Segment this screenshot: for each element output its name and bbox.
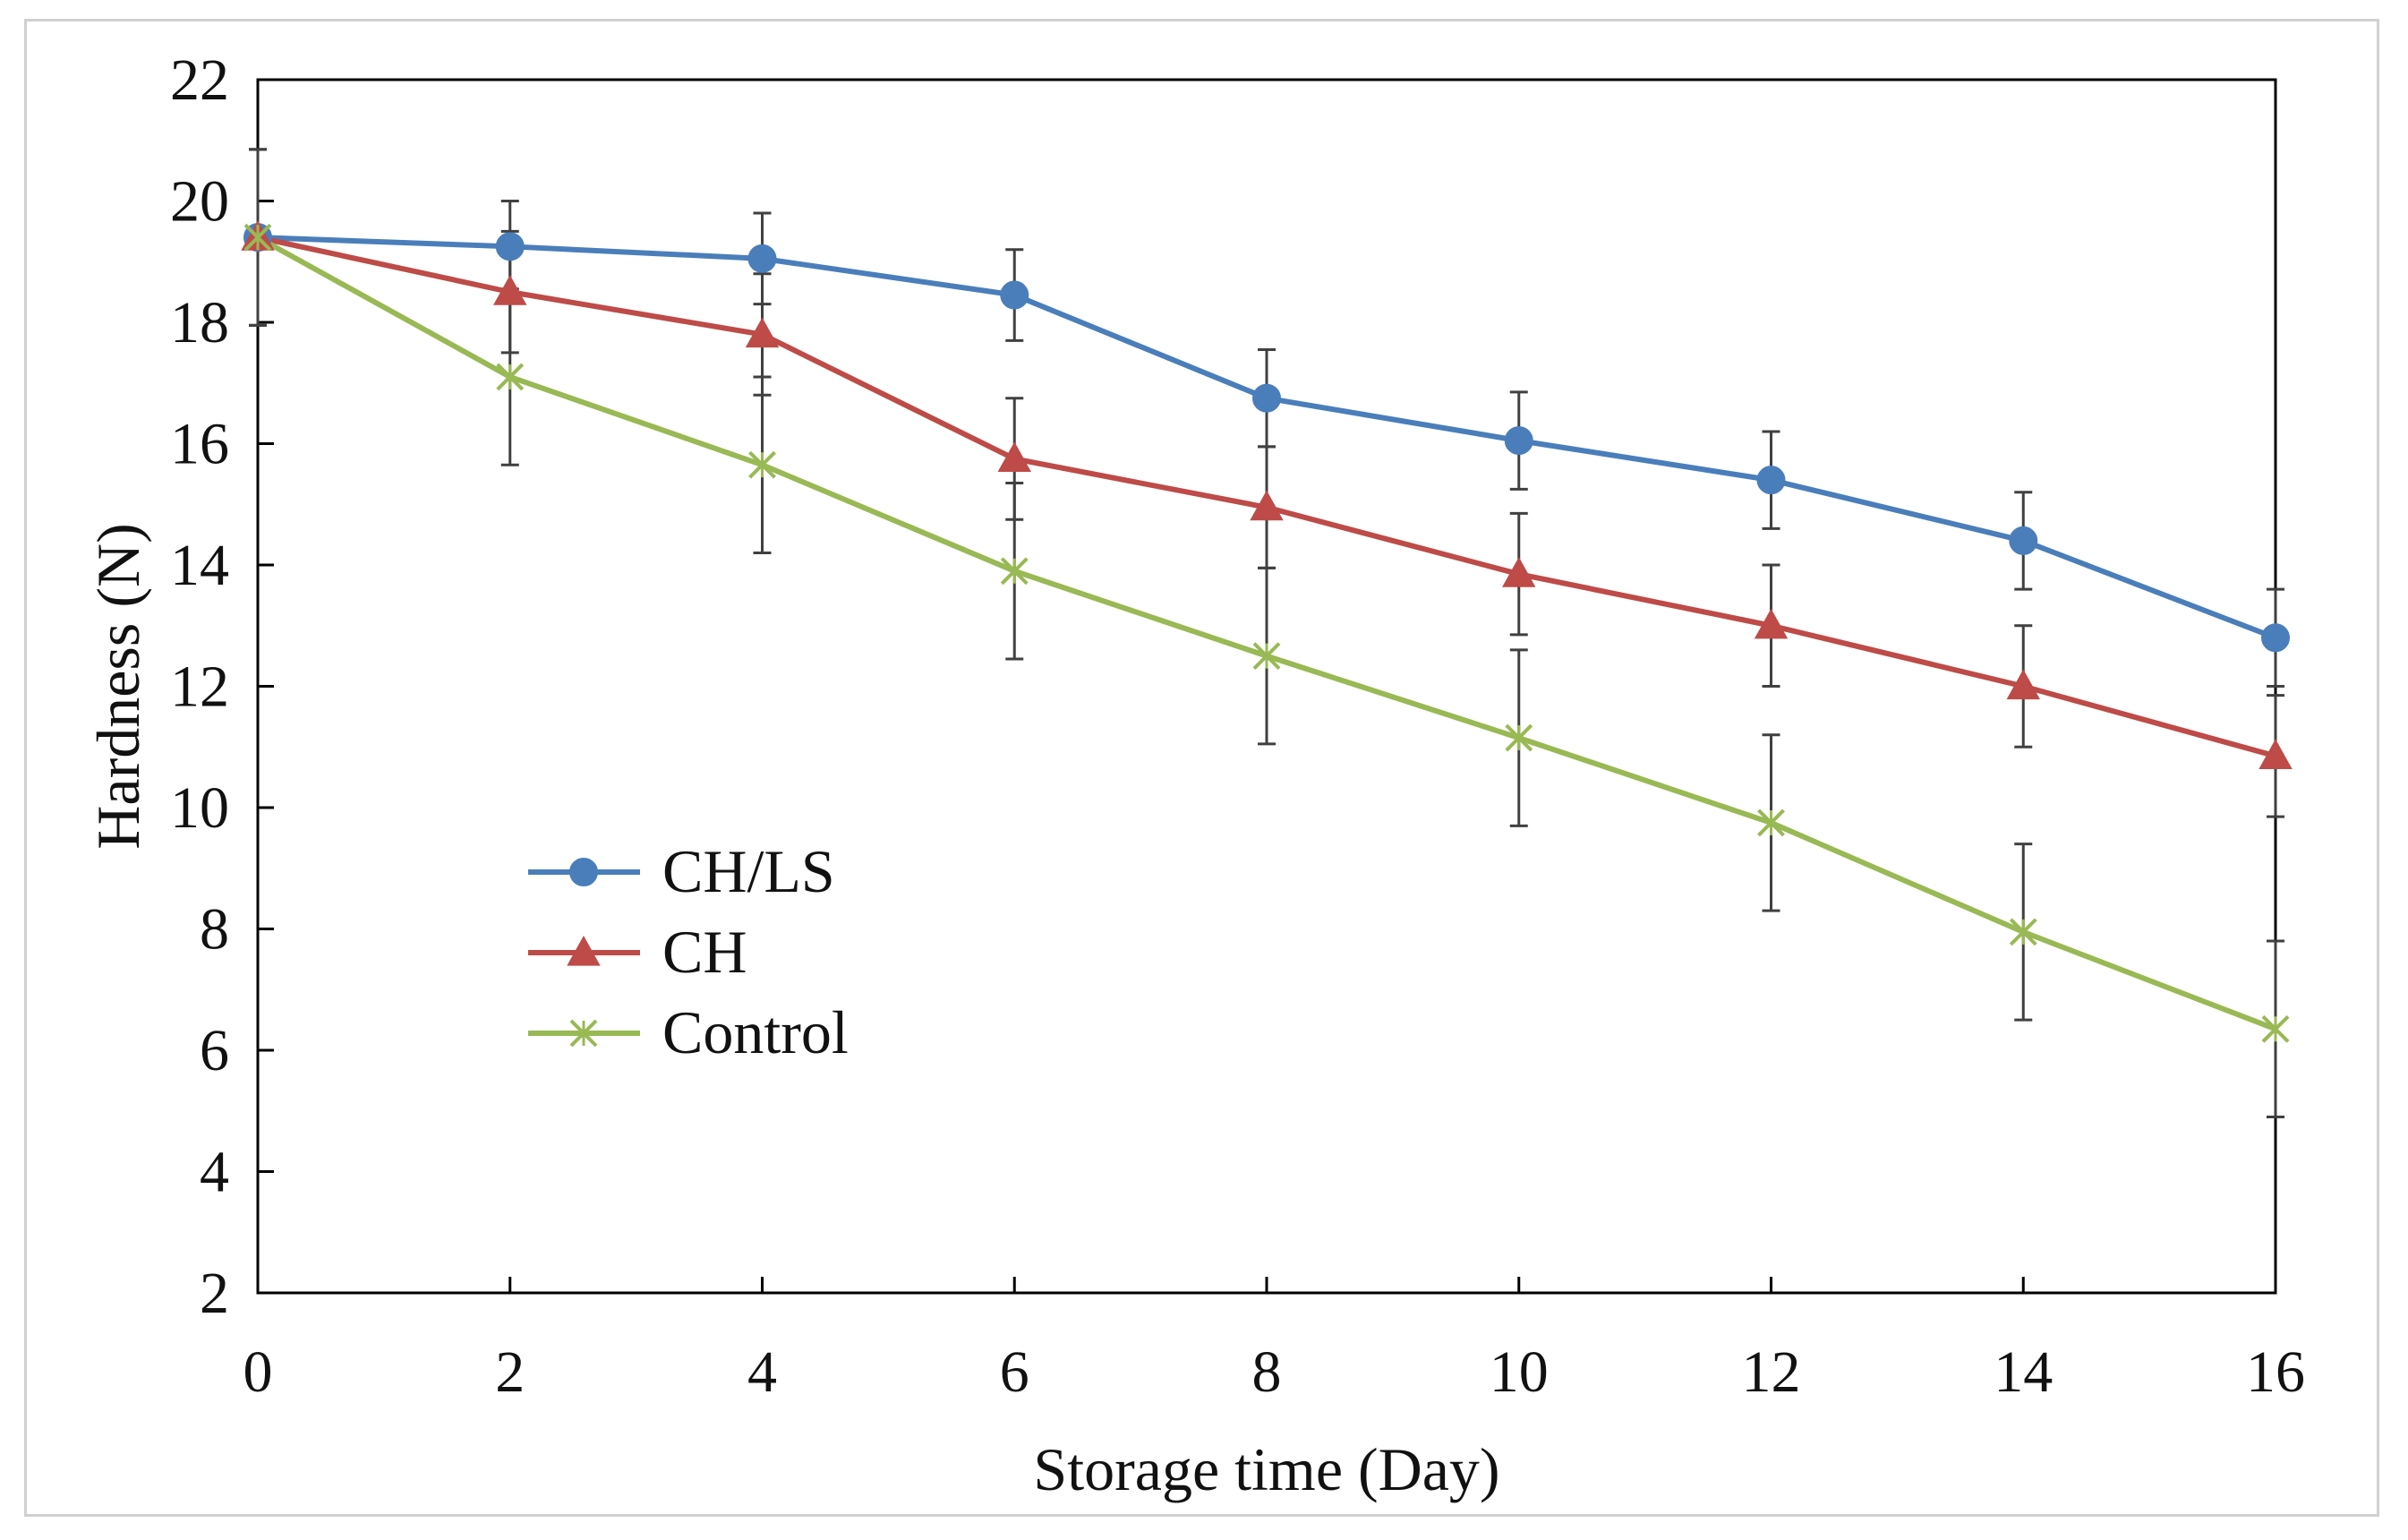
legend-entry-ch: CH xyxy=(528,918,747,986)
y-tick-label: 20 xyxy=(170,169,229,235)
x-tick-label: 14 xyxy=(1994,1339,2053,1405)
x-marker xyxy=(1757,808,1785,837)
x-marker xyxy=(2261,1014,2290,1043)
x-tick-label: 8 xyxy=(1252,1339,1282,1405)
y-tick-label: 22 xyxy=(170,47,229,113)
circle-marker xyxy=(495,232,525,261)
x-tick-label: 2 xyxy=(495,1339,525,1405)
x-marker xyxy=(569,1019,598,1048)
x-marker xyxy=(1000,557,1029,586)
chart-frame: 0 2 4 6 8 10 12 14 16 2 4 6 8 10 12 14 16 18 20 22 CH/LS CH C… xyxy=(24,19,2379,1517)
error-bars xyxy=(249,148,2284,1119)
x-tick-label: 6 xyxy=(1000,1339,1029,1405)
legend-entry-control: Control xyxy=(528,998,849,1066)
circle-marker xyxy=(569,858,598,886)
x-axis-title: Storage time (Day) xyxy=(1033,1435,1499,1503)
x-marker xyxy=(1505,723,1533,752)
triangle-marker xyxy=(997,441,1031,473)
y-tick-label: 12 xyxy=(170,654,229,720)
legend: CH/LS CH Control xyxy=(528,837,849,1066)
x-tick-label: 0 xyxy=(243,1339,273,1405)
triangle-marker xyxy=(745,317,780,348)
circle-marker xyxy=(2261,623,2290,653)
y-tick-label: 6 xyxy=(200,1018,229,1083)
y-tick-label: 14 xyxy=(170,533,229,598)
x-tick-label: 12 xyxy=(1742,1339,1801,1405)
triangle-marker xyxy=(1754,608,1789,639)
x-tick-label: 4 xyxy=(747,1339,777,1405)
circle-marker xyxy=(2009,526,2038,555)
x-marker xyxy=(243,223,272,252)
triangle-marker xyxy=(1502,557,1536,587)
circle-marker xyxy=(1252,383,1281,413)
data-markers xyxy=(241,220,2293,1043)
x-marker xyxy=(2009,918,2037,946)
x-tick-label: 16 xyxy=(2246,1339,2305,1405)
x-marker xyxy=(748,450,776,479)
triangle-marker xyxy=(2006,669,2040,700)
legend-label: CH xyxy=(662,918,747,986)
triangle-marker xyxy=(2259,739,2293,770)
y-tick-label: 8 xyxy=(200,897,229,962)
circle-marker xyxy=(1756,466,1786,495)
y-tick-label: 2 xyxy=(200,1261,229,1326)
circle-marker xyxy=(747,244,777,273)
circle-marker xyxy=(1000,280,1029,310)
circle-marker xyxy=(1504,426,1533,456)
x-tick-label: 10 xyxy=(1490,1339,1549,1405)
triangle-marker xyxy=(567,935,601,966)
y-tick-label: 10 xyxy=(170,775,229,841)
y-tick-label: 16 xyxy=(170,412,229,477)
legend-entry-ch-ls: CH/LS xyxy=(528,837,835,905)
x-marker xyxy=(1252,642,1281,671)
legend-label: CH/LS xyxy=(662,837,835,905)
triangle-marker xyxy=(493,275,527,305)
y-tick-label: 18 xyxy=(170,290,229,355)
x-marker xyxy=(496,363,525,391)
legend-label: Control xyxy=(662,998,849,1066)
triangle-marker xyxy=(1250,490,1284,521)
y-tick-label: 4 xyxy=(200,1140,229,1205)
y-axis-title: Hardness (N) xyxy=(84,523,152,849)
